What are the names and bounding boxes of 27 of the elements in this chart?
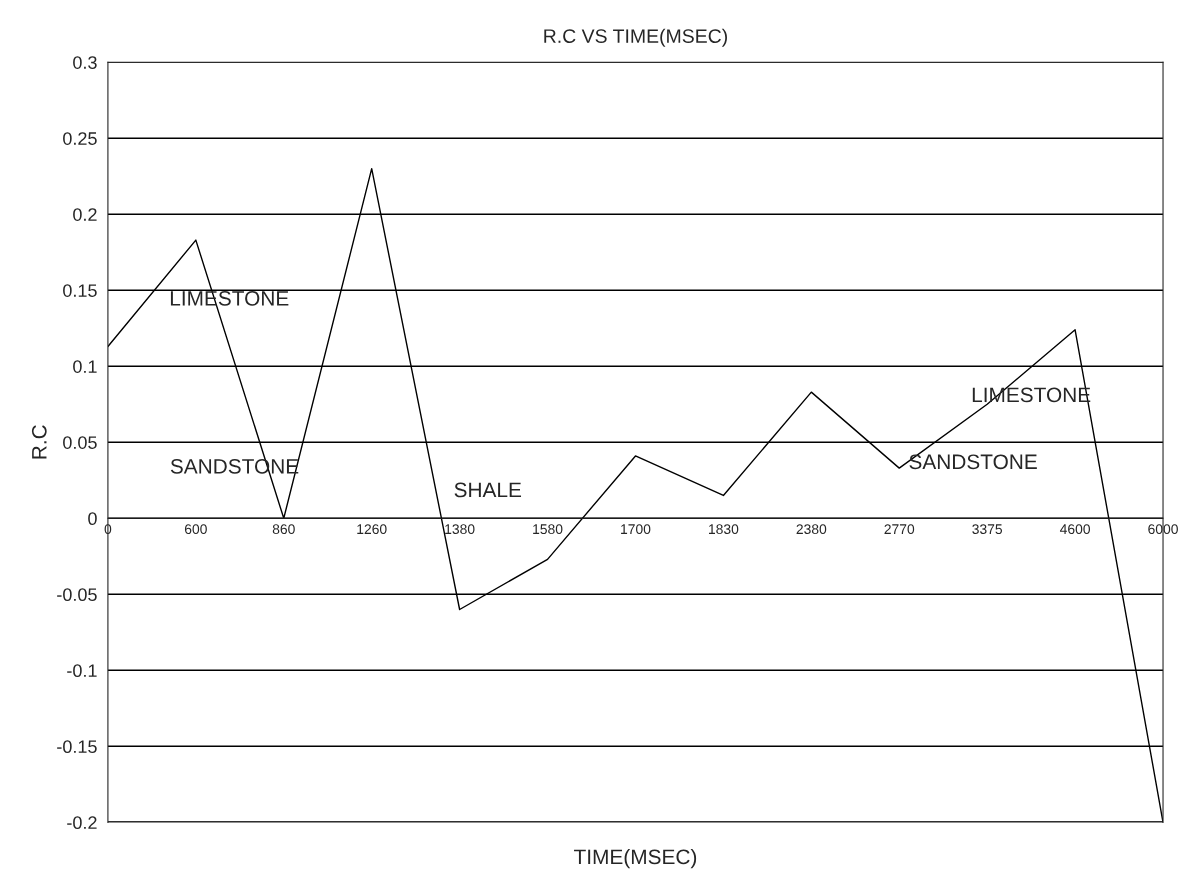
y-tick-label: -0.2 xyxy=(67,816,97,830)
y-tick-label: 0.25 xyxy=(63,132,97,145)
y-tick-label: -0.15 xyxy=(57,740,97,754)
y-tick-label: 0.3 xyxy=(73,56,97,69)
y-tick-label: 0 xyxy=(88,512,97,526)
x-tick-label: 1700 xyxy=(621,524,651,535)
x-tick-label: 1580 xyxy=(533,524,563,535)
chart-title: R.C VS TIME(MSEC) xyxy=(544,28,727,47)
x-tick-label: 2770 xyxy=(884,524,915,535)
x-tick-label: 1380 xyxy=(445,524,475,535)
annotation: SHALE xyxy=(454,482,522,498)
x-tick-label: 1260 xyxy=(357,524,387,535)
y-tick-label: 0.1 xyxy=(73,360,97,373)
x-axis-title: TIME(MSEC) xyxy=(574,848,697,869)
y-tick-label: 0.05 xyxy=(63,436,97,449)
x-tick-label: 860 xyxy=(272,524,295,535)
x-tick-label: 1830 xyxy=(709,524,739,535)
y-tick-label: -0.1 xyxy=(67,664,97,678)
y-tick-label: 0.15 xyxy=(63,284,97,297)
y-axis-title: R.C xyxy=(31,425,47,459)
annotation: SANDSTONE xyxy=(909,454,1037,470)
x-tick-label: 600 xyxy=(184,524,207,535)
y-tick-label: 0.2 xyxy=(73,208,97,221)
y-tick-label: -0.05 xyxy=(57,588,97,602)
x-tick-label: 4600 xyxy=(1059,524,1091,535)
x-tick-label: 2380 xyxy=(796,524,827,535)
x-tick-label: 3375 xyxy=(972,524,1003,535)
